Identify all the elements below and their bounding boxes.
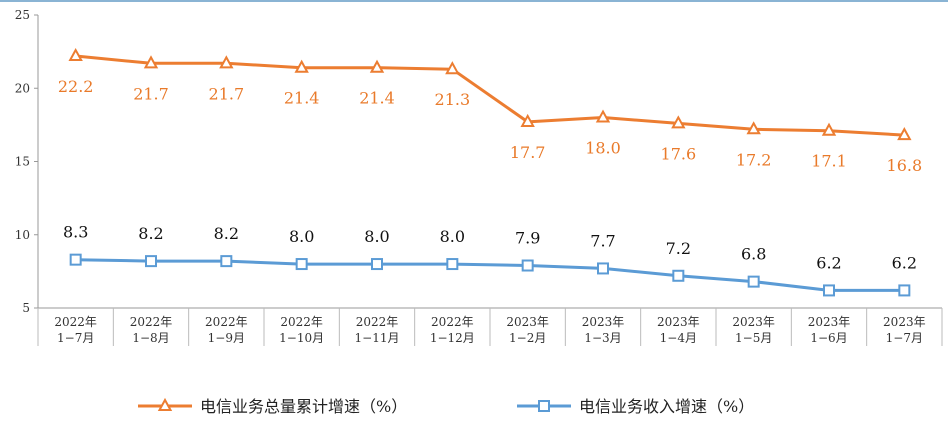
series-point-0 [821, 122, 837, 136]
y-tick-label: 20 [15, 81, 30, 95]
data-label-1: 7.9 [515, 229, 540, 248]
x-tick-label: 2023年 1−5月 [732, 315, 775, 345]
data-label-0: 17.6 [661, 144, 697, 163]
series-point-0 [671, 115, 686, 129]
series-line-0 [75, 54, 905, 137]
series-point-1 [823, 284, 835, 297]
y-tick-label: 15 [15, 155, 30, 169]
x-tick-label: 2022年 1−12月 [430, 315, 475, 345]
x-tick-label: 2022年 1−9月 [205, 315, 248, 345]
series-point-0 [897, 127, 912, 141]
x-tick-label: 2023年 1−7月 [883, 315, 926, 345]
y-tick-label: 10 [15, 228, 30, 242]
series-point-1 [69, 253, 82, 266]
data-label-1: 8.0 [289, 227, 314, 246]
series-point-1 [446, 258, 459, 271]
series-point-0 [445, 61, 460, 75]
data-label-1: 6.2 [892, 253, 917, 272]
x-tick-label: 2022年 1−7月 [54, 315, 97, 345]
data-label-0: 21.7 [209, 84, 245, 103]
x-tick-label: 2022年 1−11月 [355, 315, 400, 345]
series-point-1 [145, 255, 157, 268]
y-tick-label: 25 [15, 8, 30, 22]
data-label-1: 8.3 [63, 223, 88, 242]
x-tick-label: 2023年 1−4月 [657, 315, 700, 345]
legend-label-1: 电信业务收入增速（%） [579, 397, 754, 416]
x-tick-label: 2022年 1−10月 [279, 315, 324, 345]
series-point-0 [68, 47, 83, 62]
data-label-1: 8.0 [364, 227, 389, 246]
y-tick-label: 5 [22, 301, 30, 315]
legend-marker-0 [157, 397, 173, 411]
data-label-1: 7.7 [590, 231, 615, 250]
series-point-0 [520, 113, 535, 127]
series-point-0 [369, 59, 385, 73]
data-label-0: 17.2 [736, 150, 772, 169]
x-tick-label: 2022年 1−8月 [130, 315, 173, 345]
x-tick-label: 2023年 1−2月 [506, 315, 549, 345]
series-point-1 [371, 258, 383, 271]
data-label-1: 6.2 [816, 253, 841, 272]
data-label-1: 8.2 [214, 224, 239, 243]
series-point-1 [521, 259, 534, 272]
legend-marker-1 [538, 400, 550, 412]
series-point-1 [597, 262, 609, 275]
data-label-0: 16.8 [887, 156, 923, 175]
series-point-0 [746, 121, 761, 135]
data-label-0: 21.3 [435, 90, 471, 109]
data-label-0: 22.2 [58, 77, 94, 96]
series-point-0 [143, 55, 159, 69]
series-point-1 [747, 275, 760, 288]
data-label-0: 21.4 [284, 89, 320, 108]
data-label-0: 18.0 [585, 139, 621, 158]
data-label-1: 8.2 [138, 224, 163, 243]
series-point-0 [294, 59, 309, 73]
series-point-1 [295, 258, 308, 271]
data-label-1: 7.2 [666, 239, 691, 258]
x-tick-label: 2023年 1−3月 [582, 315, 625, 345]
data-label-1: 8.0 [440, 227, 465, 246]
data-label-0: 21.4 [359, 89, 395, 108]
data-label-1: 6.8 [741, 245, 766, 264]
data-label-0: 17.1 [811, 152, 847, 171]
series-point-1 [220, 255, 233, 268]
data-label-0: 21.7 [133, 84, 169, 103]
legend-label-0: 电信业务总量累计增速（%） [200, 397, 407, 416]
series-point-0 [595, 109, 611, 123]
series-line-1 [75, 258, 905, 292]
x-tick-label: 2023年 1−6月 [808, 315, 851, 345]
series-point-1 [898, 284, 911, 297]
top-rule [0, 0, 948, 2]
series-point-0 [219, 55, 234, 69]
series-point-1 [672, 269, 685, 282]
data-label-0: 17.7 [510, 143, 546, 162]
